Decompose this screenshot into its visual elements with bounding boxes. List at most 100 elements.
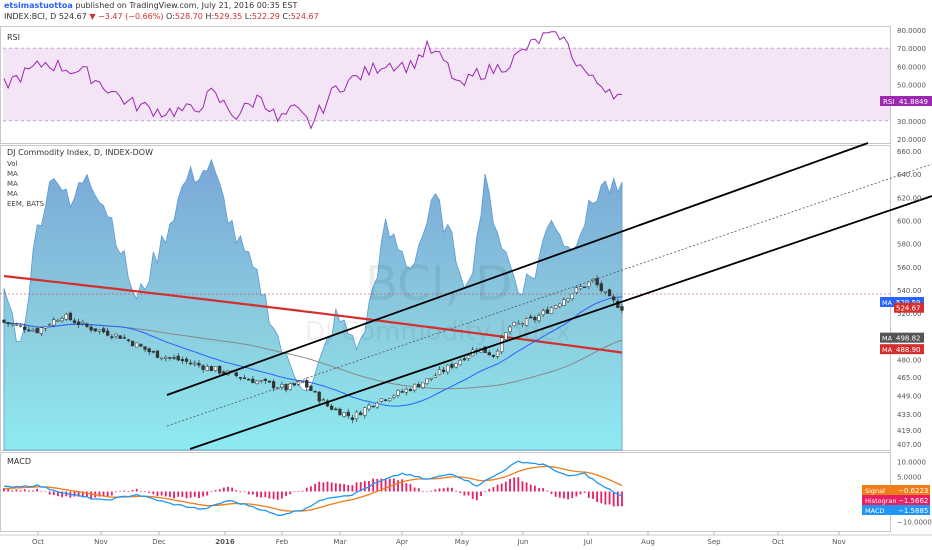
histogram-bar	[239, 491, 242, 493]
candle-up	[31, 329, 35, 332]
candle-up	[259, 380, 263, 382]
histogram-bar	[32, 490, 34, 492]
price-tick-label: 600.00	[897, 217, 922, 225]
histogram-bar	[289, 491, 292, 495]
channel-upper-line[interactable]	[166, 142, 869, 396]
candle-down	[209, 366, 214, 372]
candle-up	[425, 378, 429, 384]
histogram-bar	[488, 488, 491, 492]
candle-down	[487, 352, 491, 356]
histogram-bar	[363, 481, 366, 492]
histogram-bar	[380, 478, 383, 492]
histogram-bar	[359, 482, 362, 492]
signal-line	[3, 465, 623, 512]
histogram-bar	[198, 491, 200, 498]
candle-down	[620, 306, 624, 311]
histogram-bar	[475, 491, 478, 501]
channel-lower-line[interactable]	[189, 195, 932, 450]
histogram-bar	[81, 491, 84, 498]
macd-badge-label: MACD	[865, 507, 884, 515]
macd-pane[interactable]: MACD 10.00005.00000.0000−5.0000−10.0000 …	[3, 457, 932, 527]
candle-down	[383, 399, 388, 401]
open-value: 528.70	[174, 12, 203, 21]
rsi-tick-label: 70.0000	[897, 45, 926, 53]
channel-median-line[interactable]	[166, 163, 932, 427]
histogram-bar	[65, 491, 68, 497]
histogram-bar	[181, 491, 184, 497]
histogram-bar	[231, 487, 234, 492]
price-tick-label: 465.00	[897, 374, 922, 382]
price-pane[interactable]: BCI, D DJ Commodity Index DJ Commodity I…	[0, 142, 932, 451]
histogram-bar	[318, 481, 321, 492]
histogram-bar	[301, 490, 304, 492]
histogram-bar	[513, 477, 516, 492]
candle-up	[14, 324, 19, 326]
histogram-bar	[334, 483, 337, 492]
candlestick-series	[2, 275, 624, 424]
macd-badge-label: Signal	[865, 487, 885, 495]
candle-down	[450, 363, 454, 368]
macd-badge-value-bg	[896, 495, 930, 505]
candle-up	[429, 377, 433, 380]
histogram-bar	[152, 491, 155, 495]
close-value: 524.67	[290, 12, 319, 21]
candle-down	[317, 391, 321, 402]
candle-down	[6, 322, 10, 325]
candle-up	[193, 362, 197, 365]
price-badge-label-bg	[880, 344, 894, 355]
time-axis[interactable]: Oct Nov Dec 2016 Feb Mar Apr May Jun Jul Aug Sep Oct…	[32, 531, 846, 546]
macd-badge-value: −1.5662	[898, 497, 928, 505]
close-label: C:	[282, 12, 291, 21]
open-label: O:	[166, 12, 175, 21]
histogram-bar	[376, 478, 379, 492]
candle-up	[562, 299, 566, 306]
rsi-pane[interactable]: RSI 80.000070.000060.000050.000040.00003…	[3, 27, 932, 144]
candle-up	[367, 404, 371, 410]
candle-down	[612, 296, 616, 301]
histogram-bar	[235, 490, 238, 492]
candle-down	[442, 369, 446, 372]
indicator-label-vol: Vol	[7, 160, 18, 168]
histogram-bar	[463, 491, 466, 496]
candle-down	[188, 362, 193, 365]
ma-blue-line	[3, 296, 623, 407]
price-badge-label: MA	[882, 335, 893, 343]
change-value: −3.47 (−0.66%)	[98, 12, 164, 21]
last-price: 524.67	[58, 12, 87, 21]
candle-up	[508, 326, 512, 332]
candle-down	[155, 350, 160, 358]
indicator-label-eem: EEM, BATS	[7, 200, 45, 208]
histogram-bar	[227, 486, 229, 492]
candle-down	[309, 385, 313, 391]
candle-down	[130, 340, 135, 347]
histogram-bar	[135, 488, 138, 492]
price-tick-label: 407.00	[897, 441, 922, 449]
histogram-bar	[27, 490, 30, 492]
pane-frame-0	[0, 26, 891, 144]
candle-up	[558, 303, 562, 307]
histogram-bar	[538, 488, 540, 492]
rsi-badge-value: 41.8849	[899, 98, 928, 106]
time-label: Nov	[94, 538, 108, 546]
histogram-bar	[44, 491, 47, 493]
histogram-bar	[276, 491, 279, 500]
candle-down	[72, 320, 77, 324]
candle-down	[184, 358, 189, 362]
histogram-bar	[426, 491, 428, 493]
price-tick-label: 419.00	[897, 427, 922, 435]
histogram-bar	[339, 483, 341, 492]
price-badge-value-bg	[894, 344, 924, 355]
price-tick-label: 520.00	[897, 310, 922, 318]
candle-down	[330, 405, 334, 410]
author-link[interactable]: etsimastuottoa	[4, 1, 73, 10]
histogram-bar	[397, 480, 399, 492]
macd-pane-label: MACD	[7, 457, 31, 466]
price-tick-label: 449.00	[897, 392, 922, 400]
histogram-bar	[305, 487, 308, 492]
candle-up	[541, 310, 545, 315]
candle-up	[47, 324, 52, 327]
candle-down	[27, 329, 31, 332]
histogram-bar	[102, 491, 105, 497]
rsi-badge-label: RSI	[883, 98, 894, 106]
